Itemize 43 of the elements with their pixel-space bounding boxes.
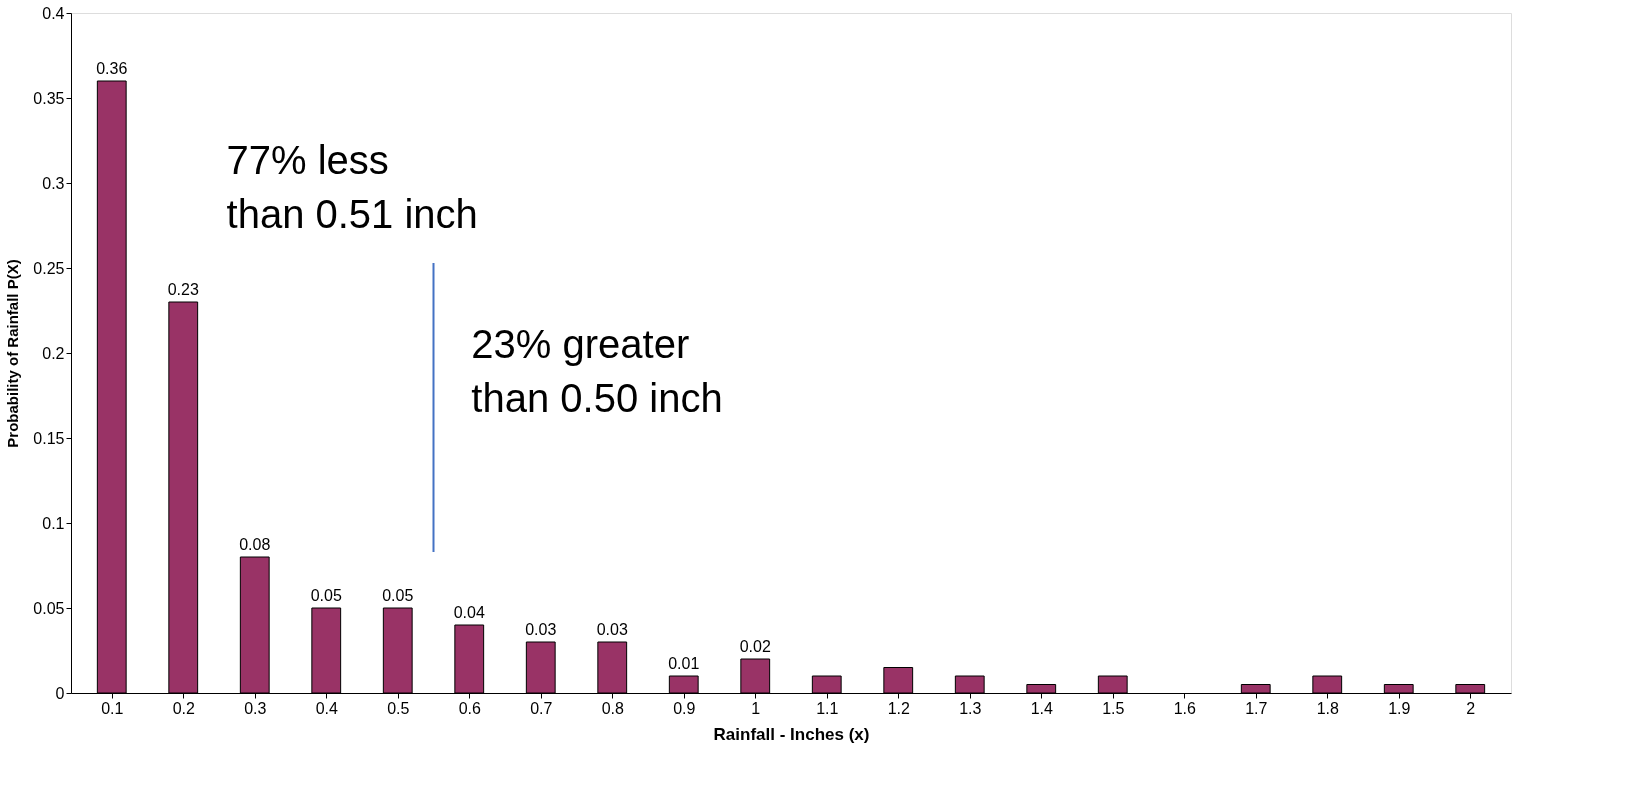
x-tick-label: 1.5 [1102,699,1125,717]
x-tick-label: 1.7 [1245,699,1268,717]
x-tick-label: 0.5 [387,699,410,717]
data-label: 0.23 [167,281,199,298]
data-label: 0.36 [96,60,128,77]
data-label: 0.04 [453,604,485,621]
y-tick-label: 0.25 [33,259,65,277]
x-tick-label: 1.8 [1316,699,1339,717]
y-tick-label: 0.15 [33,429,65,447]
x-tick-label: 1.4 [1030,699,1053,717]
x-tick-label: 0.6 [458,699,481,717]
data-label: 0.02 [739,638,771,655]
annotation: 23% greater than 0.50 inch [471,321,723,420]
x-tick-label: 0.8 [601,699,624,717]
x-tick-label: 0.9 [673,699,696,717]
x-tick-label: 0.1 [101,699,124,717]
data-label: 0.08 [239,536,271,553]
data-label: 0.03 [525,621,557,638]
data-label: 0.03 [596,621,628,638]
y-tick-label: 0.2 [42,344,65,362]
x-tick-label: 1.2 [887,699,910,717]
x-tick-label: 1.1 [816,699,839,717]
x-tick-label: 0.4 [315,699,338,717]
data-label: 0.05 [382,587,414,604]
data-label: 0.05 [310,587,342,604]
x-tick-label: 1.3 [959,699,982,717]
data-label: 0.01 [668,655,700,672]
y-axis-title: Probability of Rainfall P(X) [4,259,22,448]
y-tick-label: 0.4 [42,4,65,22]
y-tick-label: 0 [55,684,65,702]
y-tick-label: 0.05 [33,599,65,617]
x-axis-title: Rainfall - Inches (x) [713,724,870,744]
y-tick-label: 0.3 [42,174,65,192]
annotation: 77% less than 0.51 inch [226,138,478,237]
y-tick-label: 0.35 [33,89,65,107]
x-tick-label: 0.7 [530,699,553,717]
x-tick-label: 0.3 [244,699,267,717]
x-tick-label: 2 [1466,699,1476,717]
x-tick-label: 1.9 [1388,699,1411,717]
x-tick-label: 1.6 [1173,699,1196,717]
y-tick-label: 0.1 [42,514,65,532]
x-tick-label: 1 [751,699,761,717]
x-tick-label: 0.2 [172,699,195,717]
